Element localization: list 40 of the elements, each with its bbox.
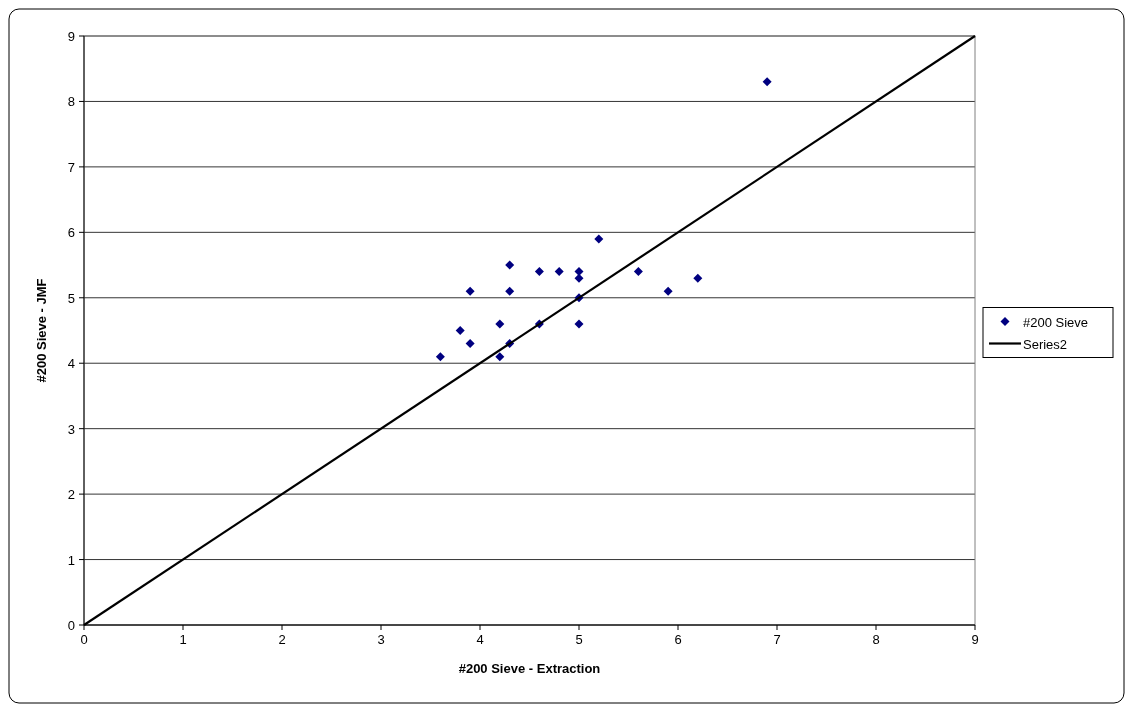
y-tick-label: 0 <box>67 618 75 633</box>
y-axis-title: #200 Sieve - JMF <box>34 278 49 383</box>
x-tick-label: 5 <box>575 632 583 647</box>
point <box>762 77 772 87</box>
point <box>663 286 673 296</box>
point <box>594 234 604 244</box>
point <box>505 260 515 270</box>
y-tick-label: 2 <box>67 487 75 503</box>
y-tick-label: 5 <box>67 290 75 306</box>
x-tick-label: 6 <box>674 632 682 647</box>
x-axis-title: #200 Sieve - Extraction <box>458 661 601 676</box>
point <box>693 273 703 283</box>
point <box>554 267 564 277</box>
point <box>534 267 544 277</box>
point <box>435 352 445 362</box>
point <box>455 326 465 335</box>
x-tick-label: 7 <box>773 632 781 647</box>
y-tick-label: 7 <box>67 159 75 175</box>
y-tick-label: 4 <box>67 356 75 372</box>
legend-label: Series2 <box>1023 336 1068 352</box>
point <box>495 352 505 362</box>
point <box>495 319 505 329</box>
x-tick-label: 3 <box>377 632 385 647</box>
legend-label: #200 Sieve <box>1023 314 1089 330</box>
x-tick-label: 8 <box>872 632 880 647</box>
point <box>633 267 643 277</box>
y-tick-label: 3 <box>67 421 75 437</box>
point <box>574 319 584 329</box>
point <box>465 286 475 296</box>
y-tick-label: 8 <box>67 94 75 110</box>
x-tick-label: 1 <box>179 632 187 647</box>
x-tick-label: 4 <box>476 632 484 647</box>
x-tick-label: 9 <box>971 632 979 647</box>
y-tick-label: 6 <box>67 225 75 241</box>
x-tick-label: 2 <box>278 632 286 647</box>
x-tick-label: 0 <box>80 632 88 647</box>
y-tick-label: 9 <box>67 29 75 44</box>
point <box>505 286 515 296</box>
y-tick-label: 1 <box>67 552 75 568</box>
point <box>465 339 475 349</box>
